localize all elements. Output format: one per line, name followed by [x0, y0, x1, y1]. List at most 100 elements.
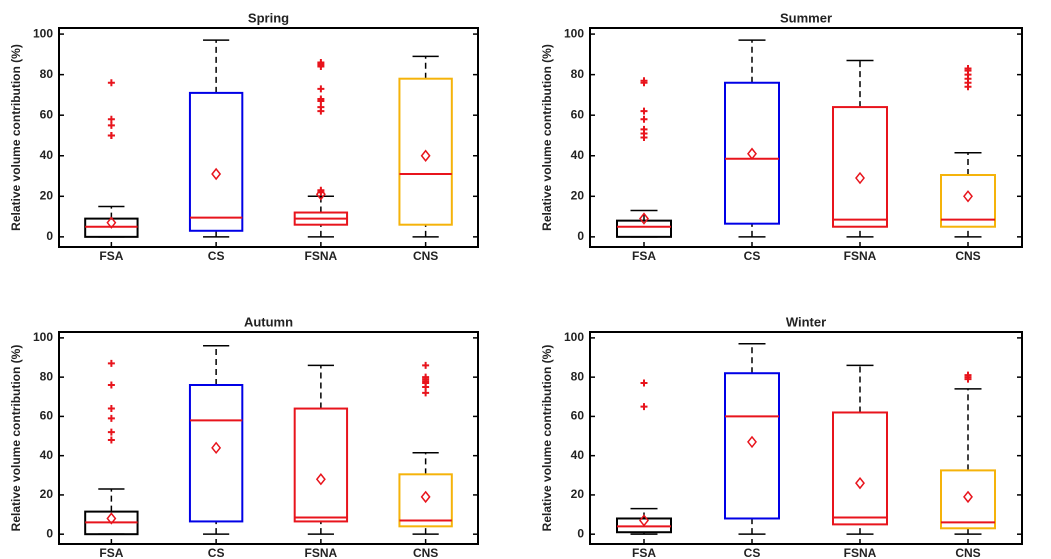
outlier	[317, 103, 325, 111]
mean-marker	[106, 216, 117, 229]
mean-marker	[639, 514, 649, 527]
mean-marker	[420, 490, 431, 504]
outlier	[640, 107, 648, 115]
box	[832, 411, 888, 526]
x-tick-label: FSA	[632, 546, 656, 559]
x-tick-label: FSNA	[844, 249, 877, 263]
y-tick-label: 40	[40, 148, 54, 162]
outlier	[317, 95, 325, 103]
y-tick-label: 20	[40, 487, 54, 501]
box	[398, 473, 453, 528]
box	[724, 81, 780, 225]
outlier	[317, 85, 325, 93]
box	[940, 174, 996, 228]
outlier	[107, 121, 115, 129]
axes-frame	[58, 331, 479, 545]
y-axis-label: Relative volume contribution (%)	[540, 44, 554, 231]
y-tick-label: 0	[46, 526, 53, 540]
outlier	[317, 186, 325, 194]
x-tick-label: CS	[208, 249, 225, 263]
outlier	[640, 403, 648, 411]
outlier	[107, 436, 115, 444]
x-tick-label: CS	[208, 546, 225, 559]
x-tick-label: FSA	[99, 546, 123, 559]
outlier	[640, 379, 648, 387]
y-tick-label: 40	[40, 448, 54, 462]
mean-marker	[855, 476, 865, 490]
outlier	[422, 373, 430, 381]
mean-marker	[963, 190, 973, 203]
outlier	[107, 381, 115, 389]
outlier	[964, 65, 972, 73]
outlier	[107, 405, 115, 413]
y-tick-label: 60	[40, 107, 54, 121]
outlier	[422, 361, 430, 369]
outlier	[107, 79, 115, 87]
mean-marker	[315, 473, 326, 486]
mean-marker	[420, 149, 431, 162]
x-tick-label: CS	[744, 546, 761, 559]
outlier	[422, 389, 430, 397]
box	[398, 77, 453, 226]
x-tick-label: CNS	[413, 249, 438, 263]
y-axis-label: Relative volume contribution (%)	[9, 345, 23, 532]
outlier	[107, 359, 115, 367]
box	[293, 407, 349, 523]
panel-title: Spring	[248, 10, 289, 25]
x-tick-label: CS	[744, 249, 761, 263]
outlier	[640, 77, 648, 85]
axes-frame	[589, 331, 1023, 545]
mean-marker	[211, 441, 222, 455]
x-tick-label: FSNA	[305, 249, 338, 263]
y-tick-label: 100	[564, 330, 584, 344]
y-tick-label: 20	[571, 487, 585, 501]
box	[832, 106, 888, 228]
x-tick-label: FSNA	[305, 546, 338, 559]
mean-marker	[106, 512, 117, 525]
outlier	[107, 414, 115, 422]
mean-marker	[639, 212, 649, 225]
panel-title: Summer	[780, 10, 832, 25]
y-tick-label: 0	[46, 229, 53, 243]
x-tick-label: CNS	[955, 249, 980, 263]
y-tick-label: 0	[577, 526, 584, 540]
mean-marker	[747, 147, 757, 160]
box	[188, 384, 244, 523]
y-tick-label: 40	[571, 448, 585, 462]
axes-frame	[589, 27, 1023, 248]
mean-marker	[963, 490, 973, 504]
mean-marker	[855, 171, 865, 185]
y-tick-label: 80	[40, 67, 54, 81]
box	[616, 219, 672, 238]
y-tick-label: 80	[571, 67, 585, 81]
x-tick-label: FSA	[632, 249, 656, 263]
outlier	[107, 115, 115, 123]
outlier	[107, 131, 115, 139]
x-tick-label: FSNA	[844, 546, 877, 559]
y-tick-label: 0	[577, 229, 584, 243]
mean-marker	[211, 167, 222, 181]
box	[724, 372, 780, 520]
box	[940, 469, 996, 530]
box	[188, 91, 244, 232]
y-tick-label: 100	[33, 330, 53, 344]
y-tick-label: 60	[40, 409, 54, 423]
y-axis-label: Relative volume contribution (%)	[540, 345, 554, 532]
y-tick-label: 60	[571, 409, 585, 423]
mean-marker	[747, 435, 757, 449]
x-tick-label: CNS	[955, 546, 980, 559]
x-tick-label: CNS	[413, 546, 438, 559]
outlier	[640, 125, 648, 133]
outlier	[640, 115, 648, 123]
outlier	[317, 58, 325, 66]
y-tick-label: 80	[40, 369, 54, 383]
y-axis-label: Relative volume contribution (%)	[9, 44, 23, 231]
y-tick-label: 80	[571, 369, 585, 383]
panel-title: Winter	[786, 314, 826, 329]
y-tick-label: 60	[571, 107, 585, 121]
axes-frame	[58, 27, 479, 248]
y-tick-label: 40	[571, 148, 585, 162]
y-tick-label: 20	[40, 188, 54, 202]
x-tick-label: FSA	[99, 249, 123, 263]
